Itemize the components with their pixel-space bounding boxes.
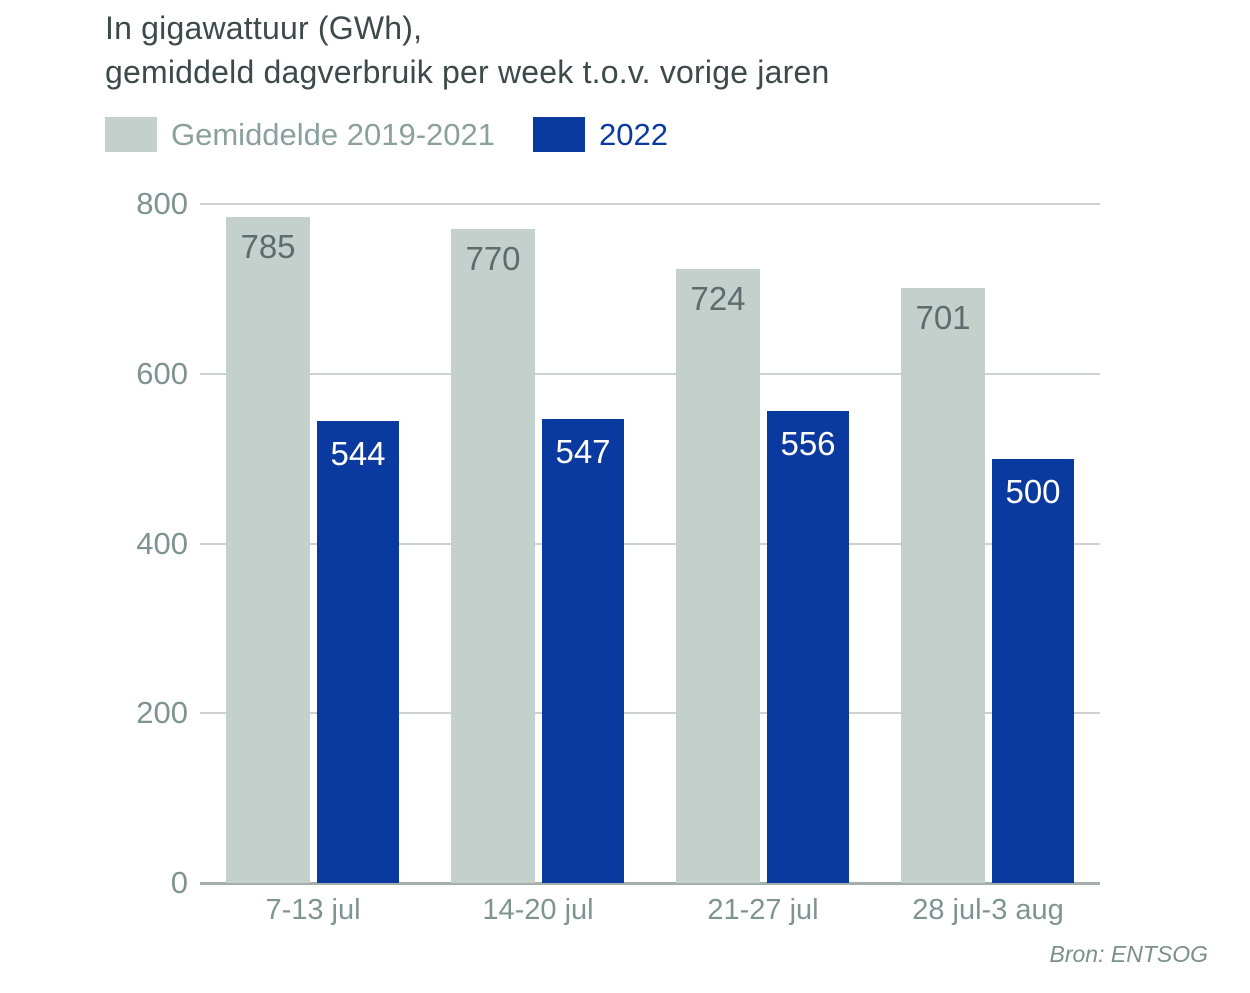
bar-value-label: 724 xyxy=(690,280,746,317)
chart-title-line1: In gigawattuur (GWh), xyxy=(105,10,423,46)
chart-title-line2: gemiddeld dagverbruik per week t.o.v. vo… xyxy=(105,54,830,90)
bar-2022-7-13-jul: 544 xyxy=(317,421,399,883)
bar-average-7-13-jul: 785 xyxy=(226,217,310,883)
y-tick-label-800: 800 xyxy=(136,186,188,221)
y-tick-label-0: 0 xyxy=(170,865,188,900)
y-tick-label-200: 200 xyxy=(136,695,188,731)
x-tick-label-21-27-jul: 21-27 jul xyxy=(707,894,819,926)
y-tick-label-600: 600 xyxy=(136,355,188,391)
bar-value-label: 556 xyxy=(780,425,836,462)
x-axis-line xyxy=(200,882,1100,885)
legend-item-average: Gemiddelde 2019-2021 xyxy=(105,117,495,152)
legend-label-2022: 2022 xyxy=(599,117,668,152)
gridline-800 xyxy=(200,203,1100,205)
bar-value-label: 770 xyxy=(465,240,521,277)
bar-2022-14-20-jul: 547 xyxy=(542,419,624,883)
bar-average-21-27-jul: 724 xyxy=(676,269,760,883)
bar-average-14-20-jul: 770 xyxy=(451,229,535,883)
y-tick-label-400: 400 xyxy=(136,525,188,561)
x-tick-label-14-20-jul: 14-20 jul xyxy=(482,894,594,926)
bar-value-label: 701 xyxy=(915,299,971,336)
bar-2022-21-27-jul: 556 xyxy=(767,411,849,883)
bar-average-28-jul-3-aug: 701 xyxy=(901,288,985,883)
bar-value-label: 500 xyxy=(1005,473,1061,510)
gridline-400 xyxy=(200,542,1100,545)
legend-swatch-2022 xyxy=(533,117,586,152)
legend-label-average: Gemiddelde 2019-2021 xyxy=(171,117,496,152)
gridline-600 xyxy=(200,372,1100,375)
bar-value-label: 785 xyxy=(240,228,296,265)
chart-legend: Gemiddelde 2019-2021 2022 xyxy=(105,117,668,152)
chart-title: In gigawattuur (GWh), gemiddeld dagverbr… xyxy=(105,6,829,94)
legend-swatch-average xyxy=(105,117,157,152)
legend-item-2022: 2022 xyxy=(533,117,668,152)
gridline-200 xyxy=(200,712,1100,715)
source-note: Bron: ENTSOG xyxy=(1049,941,1208,967)
bar-value-label: 547 xyxy=(555,433,611,470)
bar-value-label: 544 xyxy=(330,435,386,472)
x-tick-label-28-jul-3-aug: 28 jul-3 aug xyxy=(912,894,1064,926)
bar-2022-28-jul-3-aug: 500 xyxy=(992,459,1074,883)
x-tick-label-7-13-jul: 7-13 jul xyxy=(265,894,361,926)
